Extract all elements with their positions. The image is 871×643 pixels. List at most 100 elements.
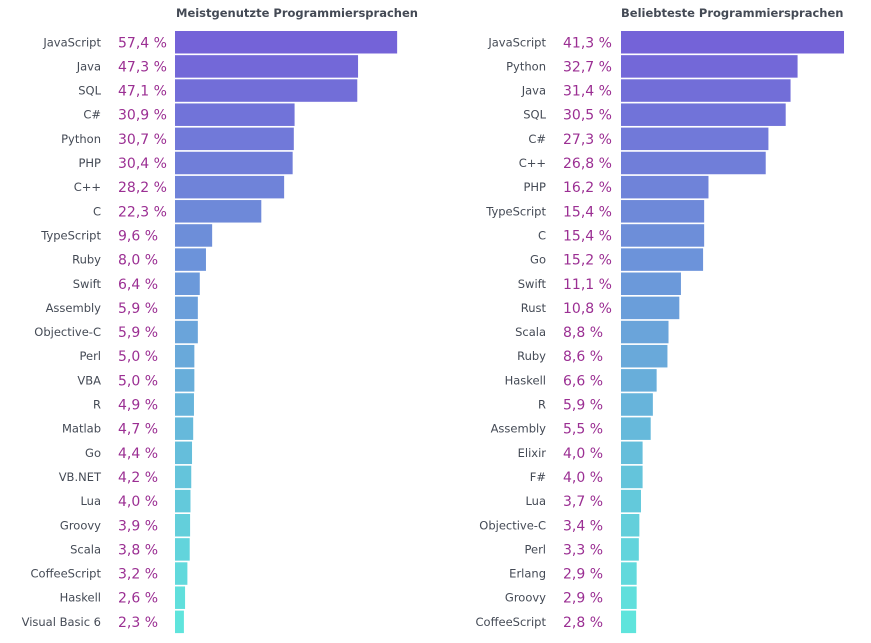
bar: [621, 103, 786, 126]
value-label: 5,5 %: [563, 422, 603, 438]
category-label: C: [93, 204, 101, 218]
category-label: JavaScript: [42, 35, 101, 49]
value-label: 28,2 %: [118, 180, 167, 196]
category-label: VB.NET: [59, 470, 102, 484]
value-label: 6,6 %: [563, 373, 603, 389]
value-label: 9,6 %: [118, 228, 158, 244]
bar: [621, 200, 705, 223]
value-label: 4,4 %: [118, 446, 158, 462]
bar: [621, 610, 637, 634]
bar: [621, 31, 845, 54]
category-label: Perl: [79, 349, 101, 363]
category-label: F#: [530, 470, 546, 484]
category-label: Assembly: [491, 422, 547, 436]
category-label: VBA: [77, 373, 101, 387]
value-label: 5,9 %: [563, 398, 603, 414]
bar: [621, 127, 769, 151]
category-label: C++: [74, 180, 101, 194]
value-label: 30,5 %: [563, 108, 612, 124]
bar: [175, 441, 193, 465]
category-label: C: [538, 228, 546, 242]
value-label: 2,9 %: [563, 591, 603, 607]
value-label: 15,2 %: [563, 253, 612, 269]
value-label: 30,9 %: [118, 108, 167, 124]
bar: [175, 417, 194, 440]
bar: [175, 224, 213, 247]
value-label: 3,9 %: [118, 518, 158, 534]
value-label: 4,0 %: [563, 470, 603, 486]
bar: [621, 538, 639, 561]
bar: [621, 272, 681, 295]
category-label: Swift: [73, 277, 102, 291]
bar: [621, 55, 798, 78]
value-label: 4,2 %: [118, 470, 158, 486]
chart-title: Meistgenutzte Programmiersprachen: [176, 6, 418, 20]
category-label: SQL: [523, 108, 546, 122]
value-label: 8,8 %: [563, 325, 603, 341]
bar: [175, 272, 200, 295]
category-label: JavaScript: [487, 35, 546, 49]
category-label: Python: [61, 132, 101, 146]
bar: [621, 586, 637, 609]
bar: [175, 320, 198, 344]
bar: [175, 248, 206, 271]
value-label: 15,4 %: [563, 228, 612, 244]
category-label: Ruby: [517, 349, 546, 363]
value-label: 4,0 %: [118, 494, 158, 510]
value-label: 8,6 %: [563, 349, 603, 365]
bar: [621, 248, 704, 271]
chart-panel-most-used: Meistgenutzte Programmiersprachen JavaSc…: [22, 6, 418, 634]
category-label: Erlang: [509, 567, 546, 581]
category-label: Objective-C: [479, 518, 546, 532]
bar: [175, 103, 295, 126]
value-label: 3,2 %: [118, 567, 158, 583]
bar: [175, 393, 194, 416]
value-label: 3,8 %: [118, 542, 158, 558]
category-label: Objective-C: [34, 325, 101, 339]
bar: [621, 79, 791, 102]
category-label: Assembly: [46, 301, 102, 315]
value-label: 3,7 %: [563, 494, 603, 510]
value-label: 30,7 %: [118, 132, 167, 148]
value-label: 2,6 %: [118, 591, 158, 607]
category-label: Haskell: [60, 591, 101, 605]
category-label: Lua: [525, 494, 546, 508]
bar: [621, 417, 651, 440]
value-label: 41,3 %: [563, 35, 612, 51]
category-label: Ruby: [72, 253, 101, 267]
value-label: 4,9 %: [118, 398, 158, 414]
bar: [621, 175, 709, 199]
bar: [621, 514, 640, 537]
category-label: PHP: [523, 180, 546, 194]
category-label: Groovy: [505, 591, 546, 605]
value-label: 2,9 %: [563, 567, 603, 583]
bar: [621, 296, 680, 320]
chart-panel-most-loved: Beliebteste Programmiersprachen JavaScri…: [476, 6, 845, 634]
bar: [175, 175, 285, 199]
value-label: 15,4 %: [563, 204, 612, 220]
value-label: 5,0 %: [118, 349, 158, 365]
bar: [175, 610, 184, 634]
bar: [175, 514, 191, 537]
chart-title: Beliebteste Programmiersprachen: [621, 6, 843, 20]
bar: [621, 489, 641, 513]
category-label: TypeScript: [485, 204, 546, 218]
category-label: Lua: [80, 494, 101, 508]
value-label: 3,3 %: [563, 542, 603, 558]
value-label: 47,1 %: [118, 84, 167, 100]
bar: [175, 489, 191, 513]
bar: [175, 151, 293, 175]
value-label: 22,3 %: [118, 204, 167, 220]
bar: [175, 586, 186, 609]
bar: [175, 562, 188, 585]
category-label: R: [93, 398, 101, 412]
category-label: C++: [519, 156, 546, 170]
category-label: Scala: [70, 542, 101, 556]
category-label: Swift: [518, 277, 547, 291]
bar: [175, 79, 358, 102]
category-label: Scala: [515, 325, 546, 339]
bar: [621, 441, 643, 465]
value-label: 30,4 %: [118, 156, 167, 172]
value-label: 5,9 %: [118, 301, 158, 317]
